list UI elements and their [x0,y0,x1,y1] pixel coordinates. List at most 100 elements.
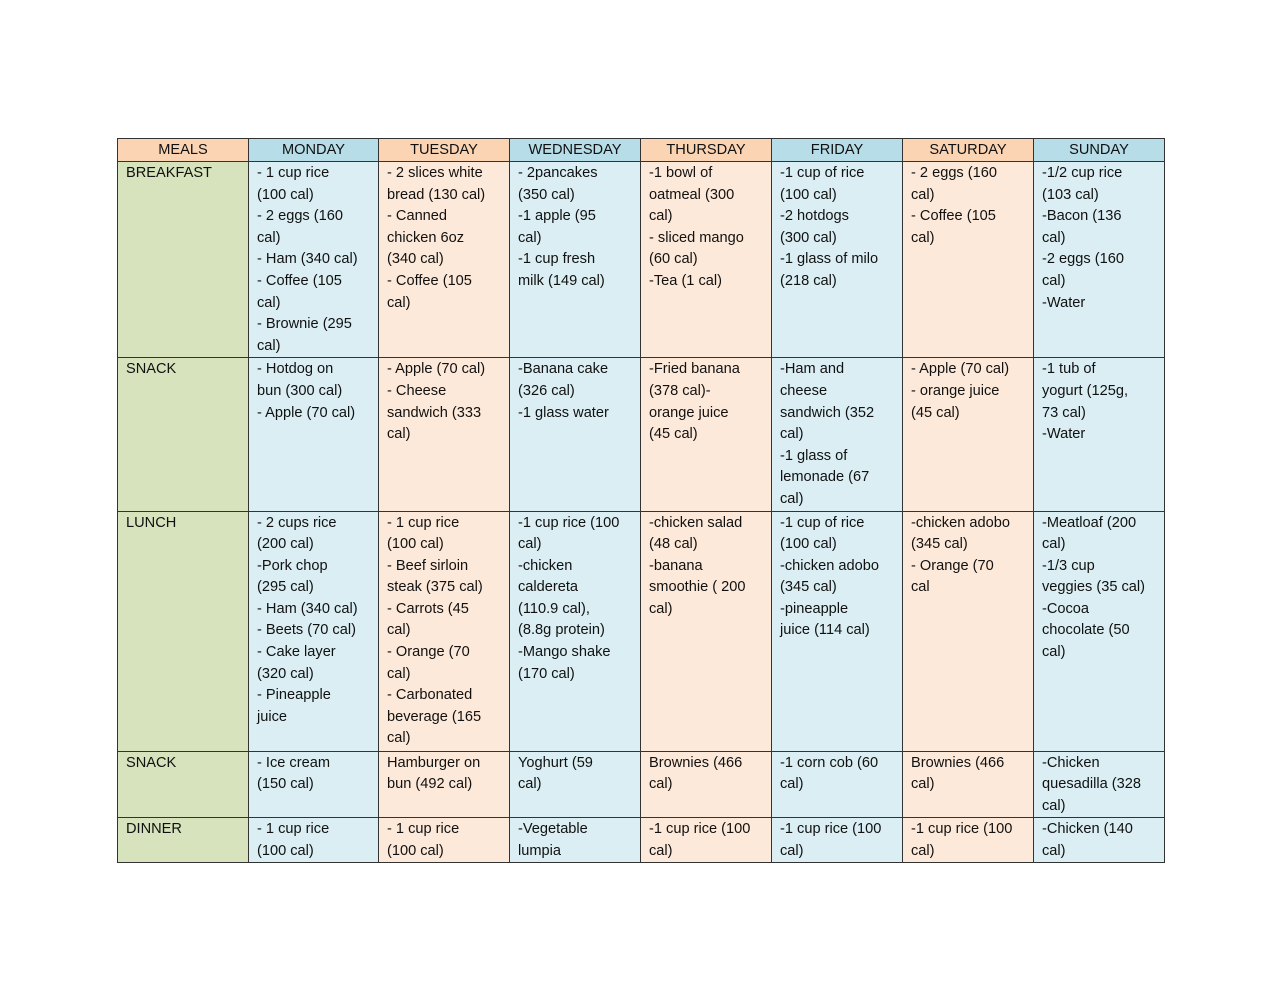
cell-line: -Mango shake [518,644,611,661]
cell-line: (100 cal) [257,842,314,859]
cell-line: - Cake layer [257,644,336,661]
cell-line: -Ham and [780,361,845,378]
cell-line: -Fried banana [649,361,740,378]
cell-line: -pineapple [780,600,849,617]
cell-line: cal) [1042,536,1066,553]
cell-line: cal) [387,294,411,311]
cell-line: - 2 eggs (160 [911,165,997,181]
cell-line: (300 cal) [780,229,837,246]
meal-cell-monday: - 2 cups rice (200 cal) -Pork chop (295 cal… [248,510,379,752]
cell-line: (48 cal) [649,536,698,553]
column-header-meals: MEALS [117,138,249,162]
meal-cell-thursday: -1 cup rice (100 cal) [640,817,772,864]
cell-line: - Hotdog on [257,361,334,378]
cell-line: - Beef sirloin [387,557,469,574]
cell-line: cal) [780,776,804,793]
cell-line: cal) [780,490,804,507]
cell-line: - Apple (70 cal) [911,361,1010,378]
cell-line: - Coffee (105 [257,272,342,289]
cell-line: -Chicken [1042,754,1100,771]
cell-line: cal) [518,536,542,553]
cell-line: - orange juice [911,382,1000,399]
meal-cell-friday: -Ham and cheese sandwich (352 cal) -1 glass … [771,357,903,512]
cell-line: -chicken [518,557,573,574]
header-row: MEALS MONDAY TUESDAY WEDNESDAY THURSDAY FRIDA… [117,138,1165,162]
meal-cell-wednesday: -1 cup rice (100 cal) -chicken caldereta (11… [509,510,641,752]
cell-line: -Vegetable [518,821,588,838]
cell-line: beverage (165 [387,708,482,725]
column-header-wednesday: WEDNESDAY [509,138,641,162]
meal-cell-thursday: -Fried banana (378 cal)- orange juice (45 c… [640,357,772,512]
cell-line: cal) [780,842,804,859]
cell-line: -1 glass of [780,447,848,464]
cell-line: bun (492 cal) [387,776,473,793]
cell-line: -chicken adobo [780,557,879,574]
cell-line: - Cheese [387,382,447,399]
column-header-sunday: SUNDAY [1033,138,1165,162]
cell-line: cal) [257,337,281,354]
meal-cell-saturday: - 2 eggs (160 cal) - Coffee (105 cal) [902,160,1034,359]
cell-line: cal) [518,229,542,246]
cell-line: cal) [1042,797,1066,814]
meal-cell-saturday: -chicken adobo (345 cal) - Orange (70 cal [902,510,1034,752]
cell-line: (345 cal) [911,536,968,553]
cell-line: - Coffee (105 [387,272,472,289]
cell-line: (45 cal) [649,426,698,443]
cell-line: -Cocoa [1042,600,1090,617]
meal-cell-tuesday: - 2 slices white bread (130 cal) - Canned c… [378,160,510,359]
cell-line: (60 cal) [649,251,698,268]
cell-line: -1 bowl of [649,165,713,181]
cell-line: - Ham (340 cal) [257,251,358,268]
cell-line: lemonade (67 [780,469,870,486]
cell-line: cal [911,579,930,596]
cell-line: -1 cup rice (100 [780,821,882,838]
meal-cell-tuesday: Hamburger on bun (492 cal) [378,750,510,819]
meal-cell-friday: -1 cup of rice (100 cal) -chicken adobo (34… [771,510,903,752]
meal-cell-monday: - 1 cup rice (100 cal) [248,817,379,864]
meal-cell-tuesday: - 1 cup rice (100 cal) - Beef sirloin steak… [378,510,510,752]
cell-line: -chicken salad [649,514,743,531]
cell-line: - 1 cup rice [387,514,460,531]
cell-line: (150 cal) [257,776,314,793]
cell-line: (45 cal) [911,404,960,421]
cell-line: -1 cup of rice [780,514,865,531]
cell-line: - 1 cup rice [257,821,330,838]
cell-line: - Ice cream [257,754,330,771]
meal-cell-monday: - Ice cream (150 cal) [248,750,379,819]
cell-line: -Water [1042,294,1086,311]
column-header-tuesday: TUESDAY [378,138,510,162]
meal-cell-wednesday: -Banana cake (326 cal) -1 glass water [509,357,641,512]
column-header-friday: FRIDAY [771,138,903,162]
cell-line: - Orange (70 [911,557,994,574]
cell-line: 73 cal) [1042,404,1086,421]
cell-line: smoothie ( 200 [649,579,746,596]
cell-line: cal) [257,294,281,311]
cell-line: (345 cal) [780,579,837,596]
meal-label: DINNER [117,817,249,864]
meal-cell-saturday: Brownies (466 cal) [902,750,1034,819]
cell-line: - Carbonated [387,687,473,704]
cell-line: cal) [1042,842,1066,859]
meal-label: SNACK [117,750,249,819]
meal-cell-wednesday: - 2pancakes (350 cal) -1 apple (95 cal) -1 c… [509,160,641,359]
cell-line: cal) [911,842,935,859]
cell-line: chicken 6oz [387,229,465,246]
cell-line: -1 glass of milo [780,251,879,268]
cell-line: - 1 cup rice [257,165,330,181]
cell-line: -1 cup fresh [518,251,596,268]
cell-line: - Ham (340 cal) [257,600,358,617]
meal-label: SNACK [117,357,249,512]
meal-row-snack: SNACK - Ice cream (150 cal) Hamburger on bun… [117,750,1165,819]
cell-line: Brownies (466 [649,754,743,771]
cell-line: cal) [387,665,411,682]
cell-line: -1 cup rice (100 [649,821,751,838]
cell-line: cal) [649,208,673,225]
cell-line: bread (130 cal) [387,186,486,203]
cell-line: Yoghurt (59 [518,754,593,771]
cell-line: - 2pancakes [518,165,598,181]
cell-line: sandwich (333 [387,404,482,421]
cell-line: - sliced mango [649,229,744,246]
meal-cell-tuesday: - 1 cup rice (100 cal) [378,817,510,864]
cell-line: (350 cal) [518,186,575,203]
cell-line: - Apple (70 cal) [387,361,486,378]
